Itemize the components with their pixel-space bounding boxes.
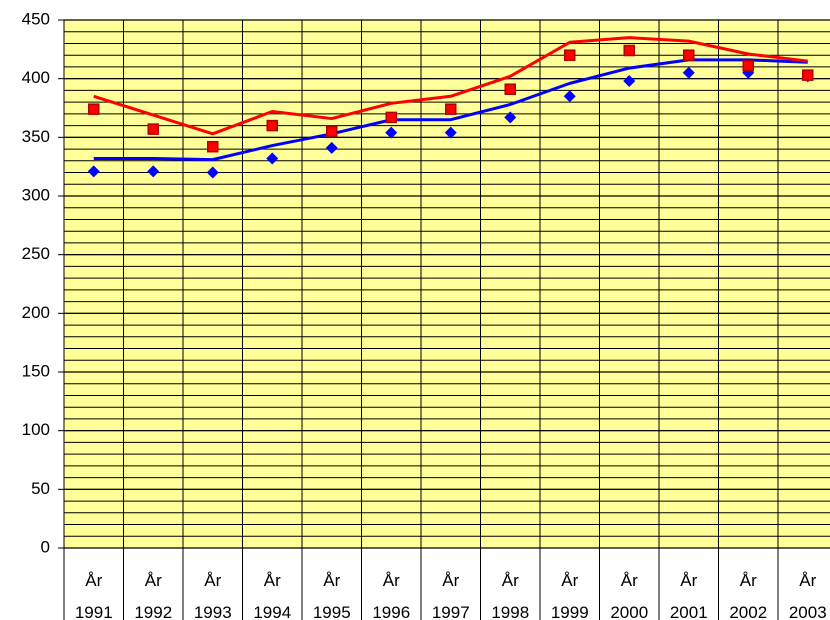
square-marker	[504, 83, 516, 95]
square-marker	[802, 69, 814, 81]
x-tick-label: År 1994	[253, 571, 292, 620]
y-tick-label: 0	[41, 537, 50, 556]
square-marker	[445, 103, 457, 115]
diamond-marker	[87, 165, 100, 178]
square-marker	[88, 103, 100, 115]
diamond-marker	[623, 75, 636, 88]
x-tick-label: År 1992	[134, 571, 173, 620]
x-tick-label: År 1996	[372, 571, 411, 620]
square-marker	[742, 60, 754, 72]
x-tick-label: År 1997	[431, 571, 470, 620]
diamond-marker	[563, 90, 576, 103]
y-tick-label: 50	[31, 479, 50, 498]
y-tick-label: 150	[22, 361, 50, 380]
x-tick-label: År 1999	[550, 571, 589, 620]
diamond-marker	[266, 152, 279, 165]
diamond-marker	[444, 126, 457, 139]
y-tick-label: 250	[22, 244, 50, 263]
diamond-marker	[682, 66, 695, 79]
y-tick-label: 450	[22, 9, 50, 28]
square-marker	[564, 49, 576, 61]
diamond-marker	[206, 166, 219, 179]
plot-border	[63, 19, 830, 549]
square-marker	[683, 49, 695, 61]
x-tick-label: År 1993	[193, 571, 232, 620]
x-tick-label: År 2002	[729, 571, 768, 620]
x-tick-label: År 1995	[312, 571, 351, 620]
diamond-marker	[147, 165, 160, 178]
diamond-marker	[325, 141, 338, 154]
y-tick-label: 100	[22, 420, 50, 439]
square-marker	[207, 140, 219, 153]
x-tick-label: År 2001	[669, 571, 708, 620]
series-line	[93, 36, 808, 136]
y-tick-label: 400	[22, 68, 50, 87]
y-tick-label: 300	[22, 185, 50, 204]
diamond-marker	[385, 126, 398, 139]
diamond-marker	[504, 111, 517, 124]
y-tick-label: 200	[22, 303, 50, 322]
square-marker	[147, 123, 159, 135]
square-marker	[623, 44, 635, 57]
y-tick-label: 350	[22, 127, 50, 146]
square-marker	[266, 119, 278, 132]
plot-area	[64, 20, 830, 548]
x-tick-label: År 1998	[491, 571, 530, 620]
x-tick-label: År 1991	[74, 571, 113, 620]
square-marker	[385, 111, 397, 124]
square-marker	[326, 125, 338, 138]
x-tick-label: År 2003	[788, 571, 827, 620]
x-tick-label: År 2000	[610, 571, 649, 620]
